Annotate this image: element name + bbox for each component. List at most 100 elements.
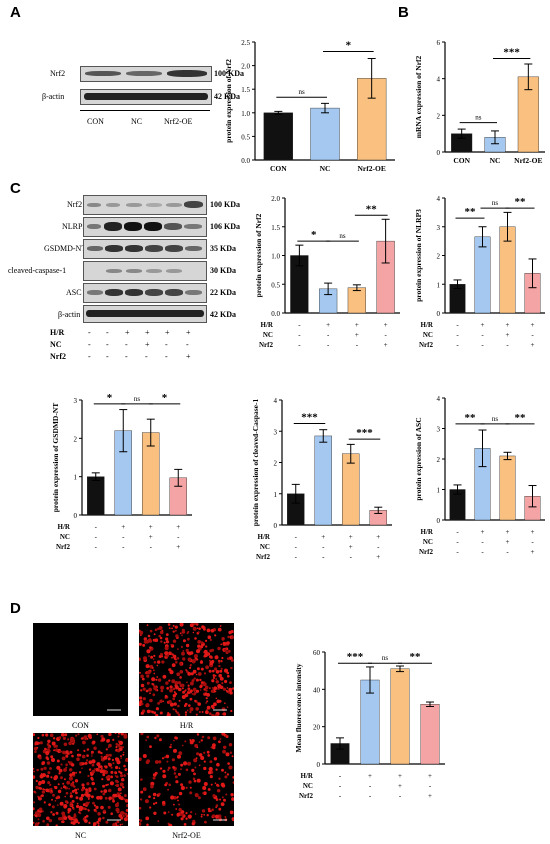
condition-sign: + [176,523,180,531]
significance-label: ** [515,412,527,424]
condition-sign: - [327,341,330,349]
condition-sign: - [177,533,180,541]
y-tick-label: 2 [274,460,278,468]
x-tick-label: NC [490,156,501,165]
y-tick-label: 2.0 [271,195,280,203]
blot-band-image [83,195,207,215]
bar [420,704,440,765]
condition-label: H/R [301,772,314,780]
blot-kda-label: 35 KDa [210,244,236,253]
condition-sign: - [298,331,301,339]
y-tick-label: 1 [274,491,278,499]
condition-label: NC [263,331,273,339]
condition-sign: - [122,533,125,541]
bar [263,112,294,161]
condition-label: H/R [258,533,271,541]
y-tick-label: 2 [437,112,441,120]
y-tick-label: 0 [437,517,441,525]
x-tick-label: CON [453,156,470,165]
condition-sign: - [186,340,189,349]
y-tick-label: 3 [274,428,278,436]
x-tick-label: NC [320,164,331,173]
blot-kda-label: 22 KDa [210,288,236,297]
condition-sign: + [376,533,380,541]
condition-sign: + [384,341,388,349]
condition-sign: + [398,772,402,780]
blot-row-label: β-actin [42,92,65,101]
y-tick-label: 1.0 [271,253,280,261]
y-axis-label: protein expression of ASC [414,417,423,500]
condition-sign: - [350,553,353,561]
significance-label: ns [134,395,141,403]
condition-sign: - [356,341,359,349]
significance-label: ns [339,232,346,240]
y-tick-label: 0.5 [241,133,250,141]
condition-label: NC [423,331,433,339]
condition-sign: - [456,528,459,536]
condition-sign: - [481,548,484,556]
condition-label: NC [260,543,270,551]
blot-band-image [83,261,207,281]
condition-sign: - [295,533,298,541]
significance-label: ** [465,412,477,424]
condition-sign: - [531,331,534,339]
micrograph-caption: Nrf2-OE [172,831,201,840]
condition-sign: + [349,533,353,541]
significance-label: * [311,229,317,241]
blot-kda-label: 100 KDa [214,69,244,78]
condition-label: H/R [50,328,65,337]
blot-row-label: Nrf2 [67,200,83,209]
y-tick-label: 60 [313,649,321,657]
bar [310,107,340,161]
condition-sign: + [506,321,510,329]
significance-label: ns [382,654,389,662]
condition-label: Nrf2 [259,341,273,349]
condition-sign: - [295,553,298,561]
condition-sign: - [327,331,330,339]
significance-label: ns [299,88,306,96]
panel-letter-a: A [10,4,21,21]
blot-row-label: β-actin [58,310,81,319]
blot-band-image [80,89,212,105]
condition-sign: - [456,341,459,349]
condition-sign: - [95,543,98,551]
blot-row-label: cleaved-caspase-1 [8,266,67,275]
condition-sign: - [165,340,168,349]
y-tick-label: 0.5 [271,281,280,289]
condition-label: Nrf2 [299,792,313,800]
condition-sign: - [298,341,301,349]
condition-sign: + [165,328,170,337]
condition-label: Nrf2 [256,553,270,561]
significance-label: *** [301,411,318,423]
condition-label: NC [60,533,70,541]
blot-row-label: ASC [66,288,82,297]
micrograph-nc [33,733,128,826]
y-axis-label: protein expression of Nrf2 [224,59,233,143]
x-tick-label: Nrf2-OE [514,156,542,165]
condition-label: Nrf2 [50,352,66,361]
micrograph-caption: H/R [179,721,194,730]
condition-label: H/R [421,528,434,536]
panel-letter-d: D [10,600,21,617]
condition-sign: + [326,321,330,329]
condition-sign: - [506,548,509,556]
condition-sign: + [428,792,432,800]
condition-sign: - [122,543,125,551]
condition-label: NC [423,538,433,546]
condition-sign: - [481,538,484,546]
condition-label: H/R [58,523,71,531]
condition-sign: - [369,782,372,790]
condition-label: Nrf2 [419,548,433,556]
condition-sign: - [399,792,402,800]
condition-sign: - [384,331,387,339]
condition-sign: + [376,553,380,561]
blot-band-image [83,239,207,259]
condition-sign: + [398,782,402,790]
condition-sign: - [369,792,372,800]
condition-sign: + [481,528,485,536]
micrograph-con [33,623,128,716]
significance-label: ** [366,203,378,215]
y-axis-label: protein expression of NLRP3 [414,209,423,302]
